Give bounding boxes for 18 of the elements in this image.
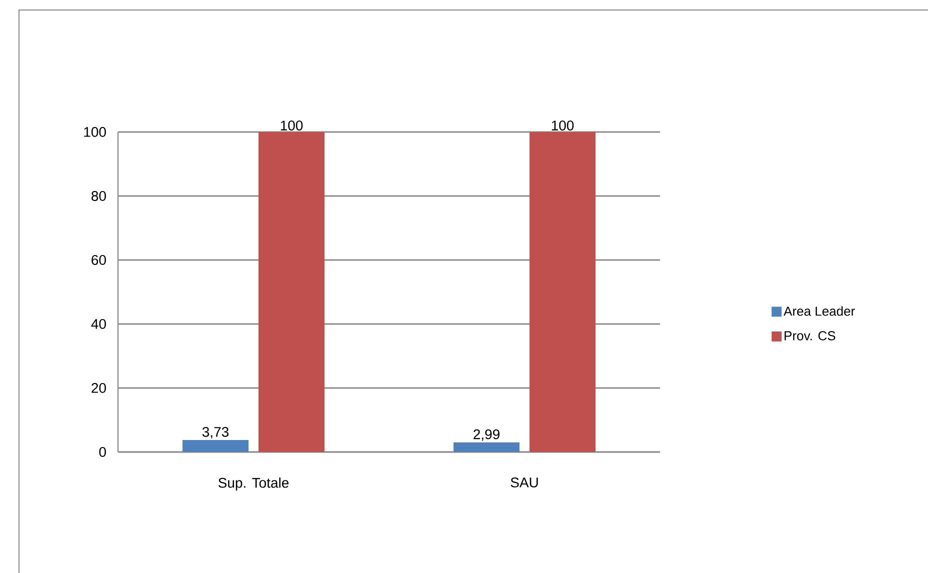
bar xyxy=(454,442,520,452)
legend-label: Prov. CS xyxy=(784,331,836,340)
bar xyxy=(182,440,249,452)
data-label: 3,73 xyxy=(202,426,229,439)
y-tick-label: 20 xyxy=(92,383,106,393)
legend-label: Area Leader xyxy=(784,306,855,316)
data-label: 2,99 xyxy=(474,429,500,441)
y-tick-label: 60 xyxy=(92,255,106,265)
x-tick-label: Sup. Totale xyxy=(218,478,289,491)
y-tick-label: 40 xyxy=(91,319,106,329)
x-tick-label: SAU xyxy=(510,478,538,488)
data-label: 100 xyxy=(552,120,574,130)
y-tick-label: 0 xyxy=(99,447,106,457)
bar xyxy=(258,132,325,452)
y-tick-label: 100 xyxy=(84,127,106,137)
bar xyxy=(530,132,596,452)
y-tick-label: 80 xyxy=(92,191,106,201)
data-label: 100 xyxy=(280,120,303,130)
